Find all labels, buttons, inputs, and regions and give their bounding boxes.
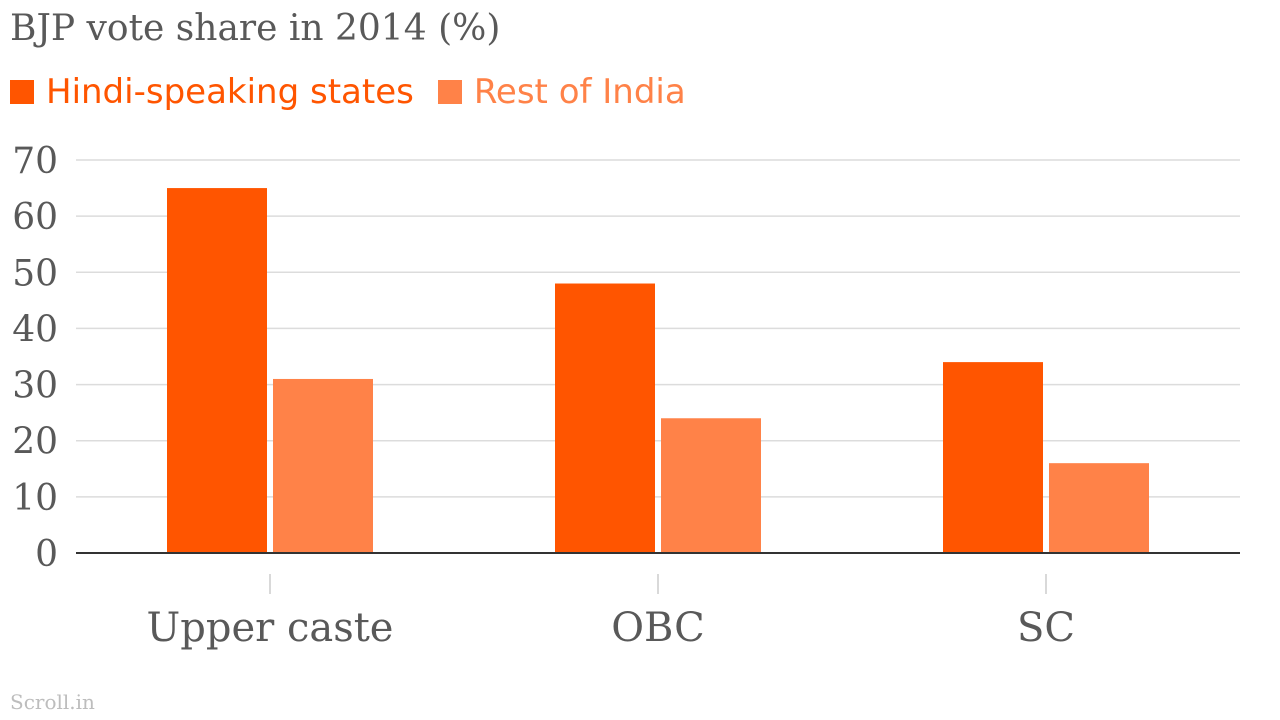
bar-obc-series-1 — [661, 418, 761, 553]
bar-upper-caste-series-0 — [167, 188, 267, 554]
bar-obc-series-0 — [555, 283, 655, 553]
legend-item-hindi: Hindi-speaking states — [10, 72, 414, 112]
y-tick-label-60: 60 — [12, 197, 58, 238]
legend-label-hindi: Hindi-speaking states — [46, 72, 414, 112]
source-credit: Scroll.in — [10, 690, 95, 714]
x-tick-label-1: OBC — [611, 605, 705, 651]
y-tick-label-0: 0 — [35, 534, 58, 575]
y-tick-label-20: 20 — [12, 422, 58, 463]
gridlines — [76, 159, 1240, 498]
legend-label-rest: Rest of India — [473, 72, 686, 112]
chart-title: BJP vote share in 2014 (%) — [10, 8, 501, 49]
y-tick-label-70: 70 — [12, 141, 58, 182]
bars — [167, 188, 1149, 554]
y-tick-label-30: 30 — [12, 366, 58, 407]
legend-item-rest: Rest of India — [437, 72, 686, 112]
x-tick-label-2: SC — [1017, 605, 1075, 651]
legend: Hindi-speaking states Rest of India — [10, 72, 710, 112]
bar-upper-caste-series-1 — [273, 378, 373, 553]
y-tick-label-50: 50 — [12, 253, 58, 294]
legend-swatch-rest — [437, 80, 462, 104]
x-tick-label-0: Upper caste — [147, 605, 394, 651]
y-tick-label-10: 10 — [12, 478, 58, 519]
bar-sc-series-0 — [943, 362, 1043, 553]
axes: 0 10 20 30 40 50 60 70 Upper caste OBC SC — [12, 141, 1240, 651]
y-tick-label-40: 40 — [12, 309, 58, 350]
legend-swatch-hindi — [10, 80, 34, 104]
bar-sc-series-1 — [1049, 463, 1149, 553]
